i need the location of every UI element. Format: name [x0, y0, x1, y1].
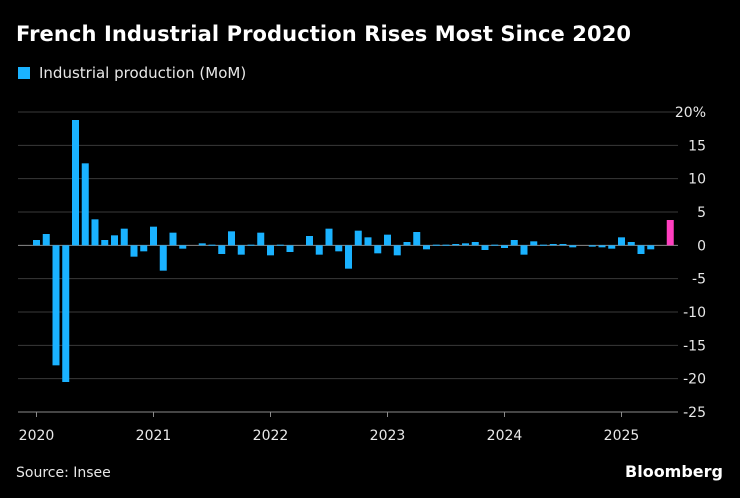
bar	[559, 244, 567, 246]
y-tick-label: 20%	[675, 105, 706, 121]
bar	[218, 245, 226, 254]
bar	[530, 241, 538, 246]
x-tick-label: 2022	[253, 428, 289, 444]
bar	[637, 245, 645, 254]
y-tick-label: 10	[688, 172, 706, 188]
bar	[198, 243, 206, 246]
bar	[267, 245, 274, 256]
bar	[627, 242, 635, 246]
bar	[403, 242, 411, 246]
bar	[208, 244, 216, 246]
bar	[91, 219, 99, 246]
bar	[42, 234, 50, 246]
bar	[501, 245, 508, 248]
bar	[393, 245, 401, 256]
bar	[471, 242, 479, 246]
bar	[101, 240, 109, 246]
bar	[72, 120, 79, 246]
bar	[384, 234, 391, 246]
bar	[257, 232, 265, 246]
chart-title: French Industrial Production Rises Most …	[16, 22, 632, 46]
bar	[81, 163, 89, 246]
bar	[111, 235, 118, 246]
bar	[647, 245, 655, 250]
bar	[33, 240, 40, 246]
bar	[432, 244, 440, 246]
bar	[549, 244, 557, 246]
bar	[354, 230, 362, 246]
y-tick-label: 15	[688, 138, 706, 154]
bar	[335, 245, 343, 252]
y-tick-label: -10	[683, 305, 706, 321]
bar	[413, 232, 421, 246]
bar	[247, 244, 255, 246]
bar	[481, 245, 489, 250]
legend-swatch-icon	[18, 67, 30, 79]
bar	[62, 245, 70, 382]
bar	[286, 245, 294, 252]
bar	[150, 226, 157, 246]
x-tick-label: 2021	[136, 428, 172, 444]
bar	[140, 245, 148, 252]
bar	[228, 231, 235, 246]
bar	[442, 244, 450, 246]
bar	[306, 236, 313, 246]
bar	[510, 240, 518, 246]
bar	[237, 245, 245, 255]
bar	[462, 243, 469, 246]
bar	[315, 245, 323, 255]
bar	[276, 244, 284, 246]
y-tick-label: -5	[692, 272, 706, 288]
x-tick-label: 2020	[19, 428, 55, 444]
bar	[179, 245, 187, 249]
bar	[666, 220, 674, 246]
y-tick-label: -15	[683, 338, 706, 354]
bar	[618, 237, 625, 246]
y-tick-label: -20	[683, 372, 706, 388]
y-tick-label: 5	[697, 205, 706, 221]
bar	[169, 232, 177, 246]
bar	[452, 244, 460, 246]
bar	[608, 245, 616, 249]
bar	[364, 237, 372, 246]
bloomberg-logo: Bloomberg	[625, 462, 723, 481]
bar	[491, 244, 499, 246]
source-note: Source: Insee	[16, 465, 111, 481]
legend-label: Industrial production (MoM)	[39, 64, 247, 82]
x-tick-label: 2025	[604, 428, 640, 444]
bar	[120, 228, 128, 246]
chart-legend: Industrial production (MoM)	[18, 64, 246, 82]
y-tick-label: 0	[697, 238, 706, 254]
bar	[159, 245, 167, 271]
x-tick-label: 2023	[370, 428, 406, 444]
bar	[520, 245, 528, 255]
bar	[540, 244, 547, 246]
bar	[325, 228, 333, 246]
bar	[374, 245, 382, 254]
bar	[52, 245, 60, 366]
bar	[423, 245, 430, 250]
bar	[598, 245, 606, 248]
y-tick-label: -25	[683, 405, 706, 421]
bar	[130, 245, 138, 257]
bar	[588, 245, 596, 247]
bar	[345, 245, 352, 269]
x-tick-label: 2024	[487, 428, 523, 444]
bar	[569, 245, 577, 248]
